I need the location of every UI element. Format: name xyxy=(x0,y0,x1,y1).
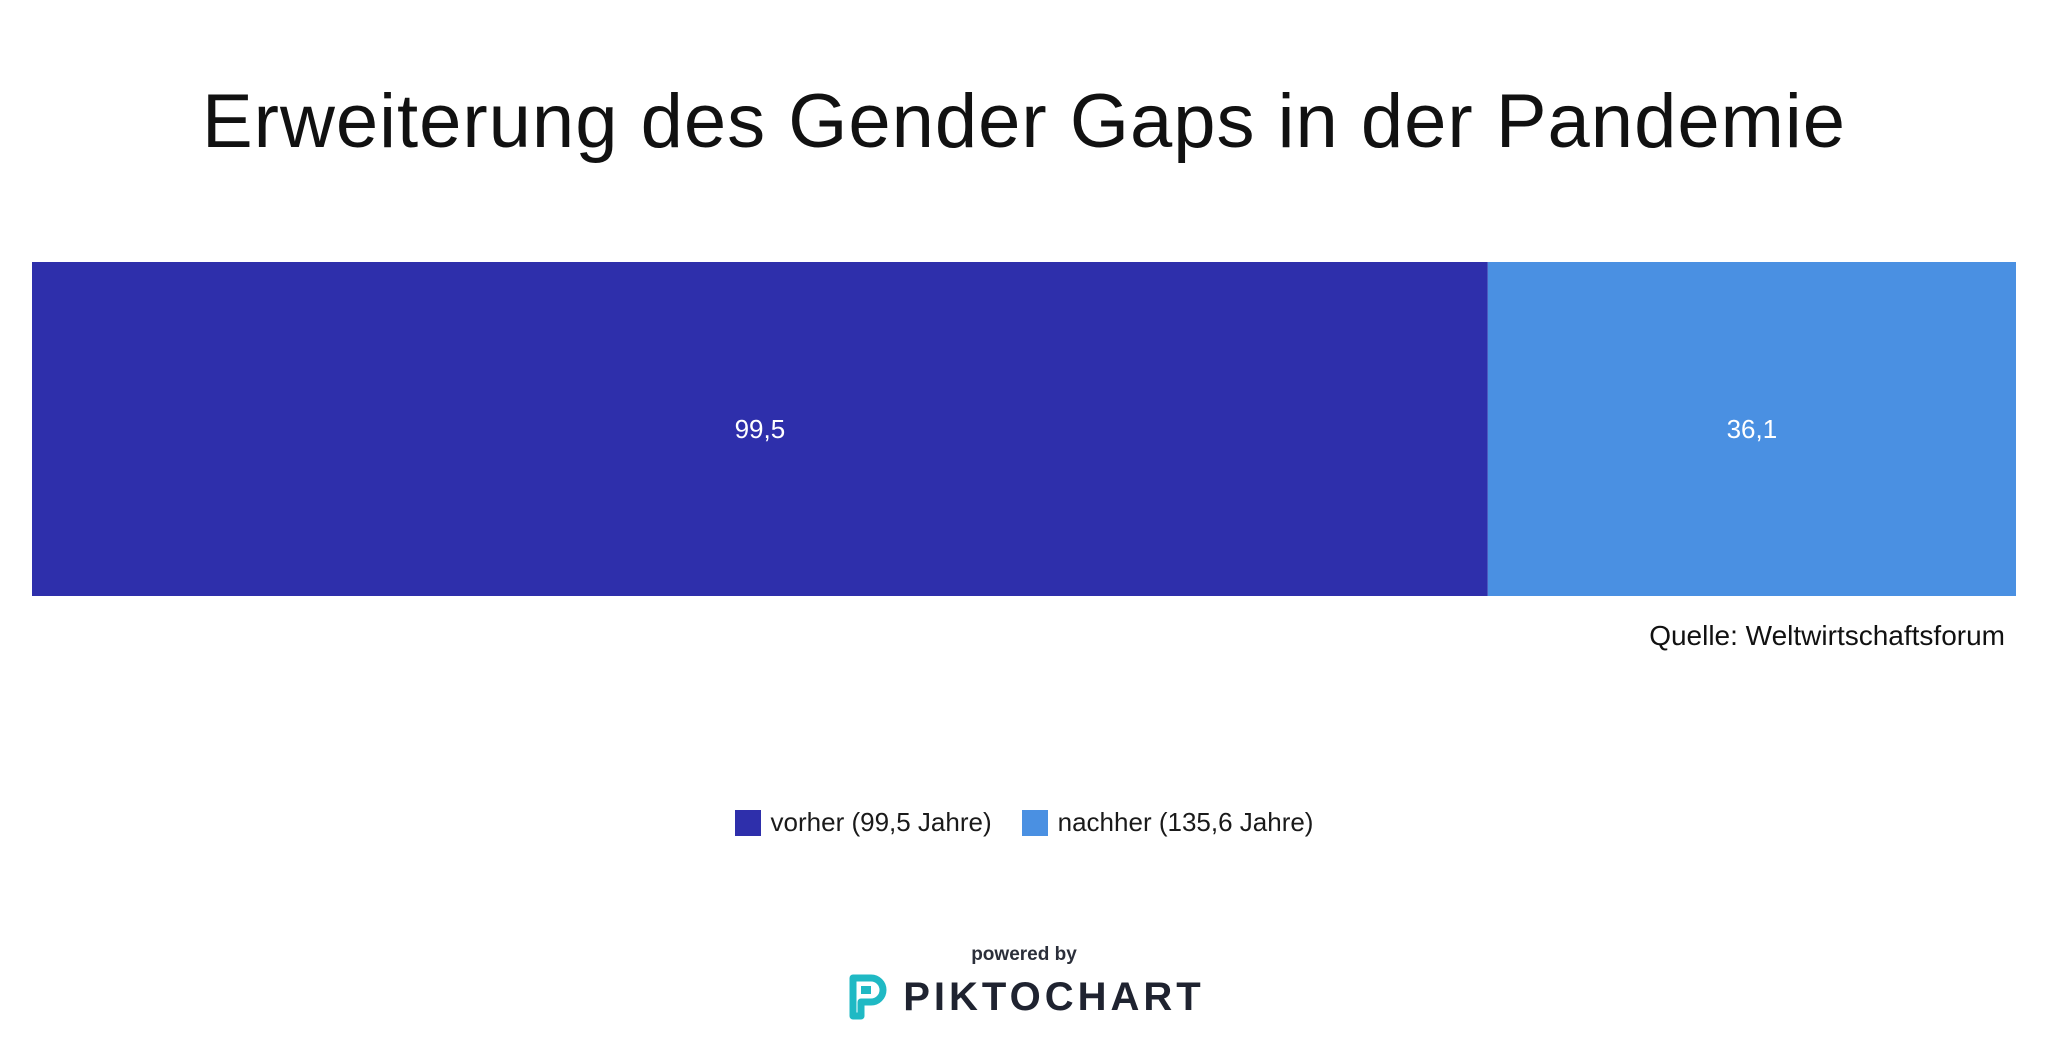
chart-canvas: 99,5 36,1 xyxy=(32,262,2016,596)
chart-legend: vorher (99,5 Jahre) nachher (135,6 Jahre… xyxy=(0,807,2048,838)
source-note: Quelle: Weltwirtschaftsforum xyxy=(1649,620,2005,651)
bar-value-label-vorher: 99,5 xyxy=(735,414,786,444)
chart-title: Erweiterung des Gender Gaps in der Pande… xyxy=(201,79,1847,164)
legend-label-nachher: nachher (135,6 Jahre) xyxy=(1057,807,1314,837)
legend-swatch-nachher xyxy=(1021,809,1048,836)
legend-item-vorher[interactable]: vorher (99,5 Jahre) xyxy=(734,807,992,838)
bar-segment-nachher[interactable] xyxy=(1487,262,2016,596)
bar-value-label-nachher: 36,1 xyxy=(1727,414,1778,444)
bar-segment-vorher[interactable] xyxy=(32,262,1488,596)
legend-label-vorher: vorher (99,5 Jahre) xyxy=(770,807,992,837)
brand-logo[interactable]: PIKTOCHART xyxy=(0,972,2048,1022)
piktochart-logo-icon xyxy=(849,974,887,1020)
brand-name: PIKTOCHART xyxy=(903,974,1205,1019)
powered-by-label: powered by xyxy=(971,944,1077,965)
legend-swatch-vorher xyxy=(734,809,761,836)
legend-item-nachher[interactable]: nachher (135,6 Jahre) xyxy=(1021,807,1314,838)
stacked-bar-chart: 99,5 36,1 xyxy=(32,262,2016,596)
